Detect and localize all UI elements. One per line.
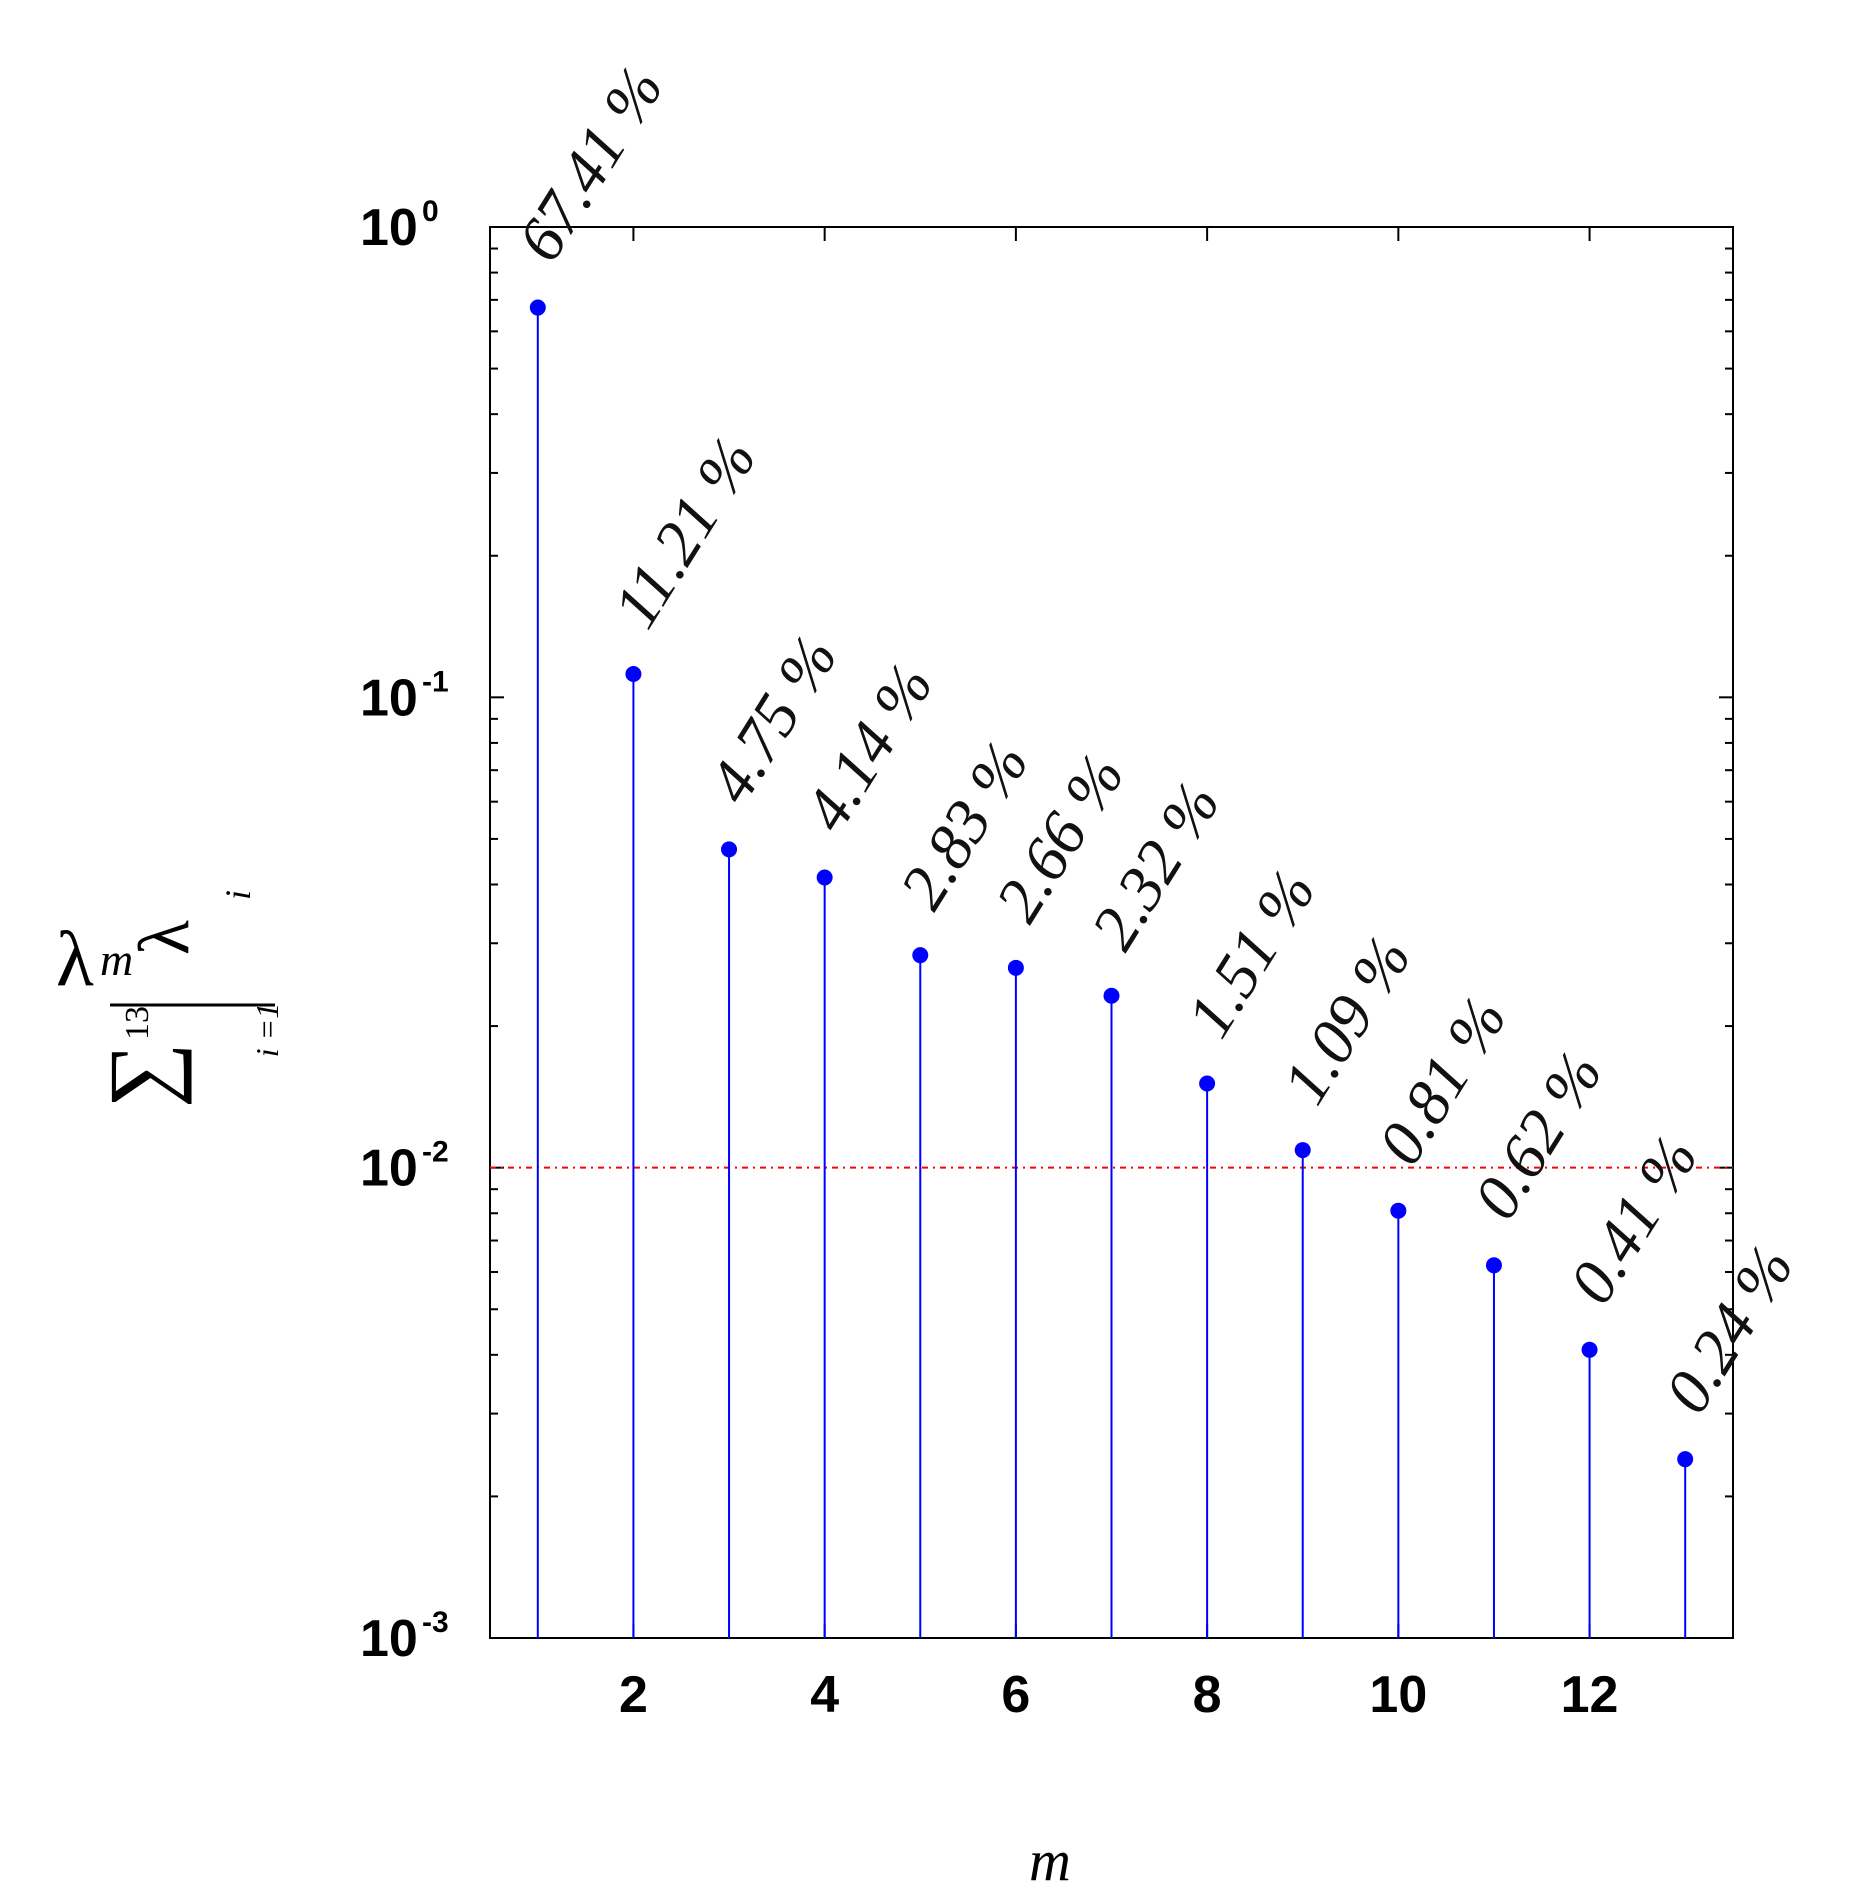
stem-marker [1677,1451,1694,1468]
y-tick-label: 10 -3 [360,1606,449,1668]
stem-marker [1294,1142,1311,1159]
stem-marker [625,666,642,683]
y-tick-label-base: 10 [360,199,418,257]
stem-marker [529,299,546,316]
y-label-sum-lower: i =1 [249,1003,285,1057]
y-label-sum-term-lambda: λ [124,920,204,955]
stem-marker [721,841,738,858]
stem-marker [1007,959,1024,976]
stem-marker [1199,1075,1216,1092]
y-tick-label-exponent: -2 [422,1136,449,1169]
axis-ticks [490,227,1733,1639]
x-tick-label: 4 [810,1666,839,1724]
data-label: 0.24 % [1651,1233,1807,1424]
y-tick-label: 10 0 [360,195,439,257]
data-label: 0.41 % [1555,1124,1711,1315]
y-label-numerator-sub: m [100,934,133,985]
y-axis-label: λ m 13 ∑ i =1 λ i [56,890,285,1108]
y-tick-label-exponent: -3 [422,1606,449,1639]
data-label: 67.41 % [503,54,676,273]
y-tick-label: 10 -1 [360,665,449,727]
stem-marker [816,869,833,886]
y-tick-label-base: 10 [360,1140,418,1198]
x-tick-labels: 2 4 6 8 10 12 [619,1666,1619,1724]
y-label-sum-term-sub: i [218,890,258,900]
x-tick-label: 6 [1001,1666,1030,1724]
stems [529,299,1694,1638]
stem-marker [912,947,929,964]
y-tick-label-base: 10 [360,1610,418,1668]
x-axis-label: m [1029,1828,1071,1893]
y-tick-label-exponent: -1 [422,665,449,698]
x-tick-label: 8 [1193,1666,1222,1724]
y-tick-label: 10 -2 [360,1136,449,1198]
y-label-numerator-lambda: λ [56,915,94,1002]
y-label-sum-upper: 13 [119,1006,156,1040]
x-tick-label: 2 [619,1666,648,1724]
stem-marker [1581,1341,1598,1358]
x-tick-label: 10 [1369,1666,1427,1724]
y-label-sum-symbol: ∑ [90,1042,192,1108]
stem-marker [1390,1202,1407,1219]
data-label: 11.21 % [599,425,770,639]
y-tick-label-base: 10 [360,669,418,727]
stem-marker [1485,1257,1502,1274]
stem-marker [1103,987,1120,1004]
data-labels: 67.41 %11.21 %4.75 %4.14 %2.83 %2.66 %2.… [503,54,1807,1424]
x-tick-label: 12 [1561,1666,1619,1724]
y-tick-label-exponent: 0 [422,195,439,228]
